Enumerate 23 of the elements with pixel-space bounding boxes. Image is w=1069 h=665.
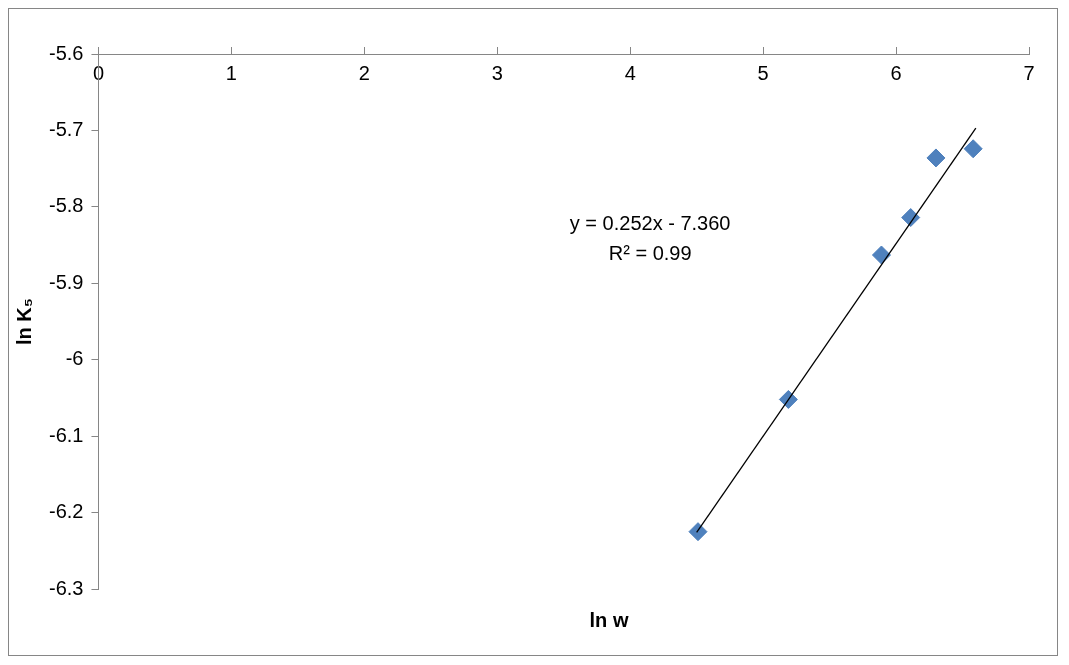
x-axis-title: ln w bbox=[588, 609, 630, 632]
x-tick-label: 2 bbox=[358, 61, 370, 84]
y-tick-label: -6.2 bbox=[48, 500, 84, 523]
x-tick-label: 7 bbox=[1023, 61, 1035, 84]
annotation: R² = 0.99 bbox=[608, 241, 692, 264]
y-axis-title: ln K₅ bbox=[12, 298, 35, 345]
y-tick-label: -6 bbox=[65, 347, 84, 370]
x-tick-label: 1 bbox=[225, 61, 237, 84]
x-tick-label: 5 bbox=[757, 61, 769, 84]
x-tick-label: 4 bbox=[624, 61, 636, 84]
point bbox=[871, 245, 891, 265]
y-tick-label: -5.9 bbox=[48, 270, 84, 293]
x-tick-label: 3 bbox=[491, 61, 503, 84]
y-tick-label: -6.1 bbox=[48, 423, 84, 446]
point bbox=[926, 148, 946, 168]
y-tick-label: -5.8 bbox=[48, 194, 84, 217]
annotation: y = 0.252x - 7.360 bbox=[569, 211, 731, 234]
point bbox=[963, 139, 983, 159]
y-tick-label: -5.7 bbox=[48, 117, 84, 140]
point bbox=[688, 522, 708, 542]
y-tick-label: -5.6 bbox=[48, 41, 84, 64]
x-tick-label: 6 bbox=[890, 61, 902, 84]
y-tick-label: -6.3 bbox=[48, 576, 84, 599]
